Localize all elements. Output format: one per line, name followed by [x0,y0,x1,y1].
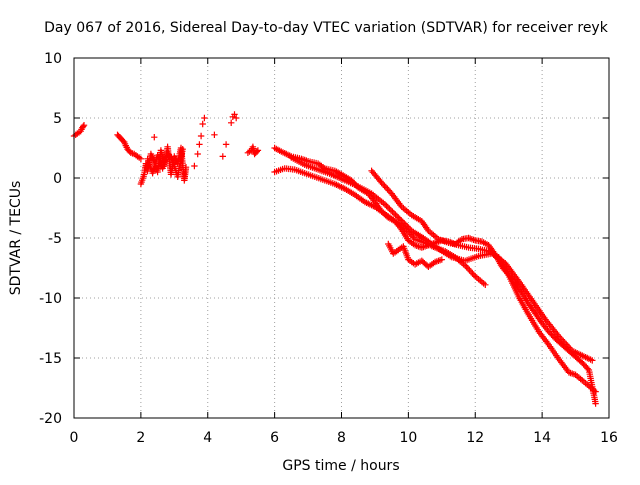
data-point [386,205,393,212]
data-point [194,150,201,158]
data-point [182,164,190,171]
data-point [396,215,403,223]
x-axis-label: GPS time / hours [282,458,399,474]
series-track-d [144,146,186,180]
data-point [381,182,388,190]
data-point [384,185,391,193]
x-tick-label: 16 [600,430,618,446]
x-tick-label: 8 [337,430,346,446]
data-point [395,214,402,221]
data-point [254,147,262,154]
data-point [381,201,389,208]
data-point [378,179,385,186]
series-track-j [368,167,599,395]
data-point [385,187,392,194]
series-track-a [70,122,88,140]
data-point [233,114,240,122]
data-point [211,131,218,138]
data-point [179,146,186,153]
data-point [80,122,88,129]
series-track-i [288,154,596,364]
data-point [197,132,205,140]
data-point [393,212,401,220]
data-point [222,141,230,148]
y-axis-label: SDTVAR / TECUs [8,181,24,296]
data-point [196,141,203,148]
data-point [390,210,398,217]
data-point [384,204,392,211]
series-track-f [244,143,262,158]
data-point [401,220,408,227]
data-point [392,211,399,218]
data-point [228,119,235,126]
y-tick-label: -20 [39,411,62,427]
series-track-b [114,131,145,162]
data-point [151,134,158,141]
x-tick-label: 2 [136,430,145,446]
data-point [589,357,596,364]
data-point [219,153,226,160]
data-point [467,268,475,275]
y-tick-label: 10 [44,51,62,67]
data-point [199,120,206,128]
data-point [402,221,409,229]
grid-layer [74,58,609,418]
data-point [137,155,145,162]
data-point [584,365,591,372]
x-tick-label: 10 [399,430,417,446]
data-point [231,111,238,118]
data-point [438,256,445,263]
series-track-g [271,144,599,407]
y-tick-label: -15 [39,351,62,367]
data-point [469,270,476,277]
data-point [592,400,599,407]
x-tick-label: 14 [533,430,551,446]
x-tick-label: 12 [466,430,484,446]
chart-title: Day 067 of 2016, Sidereal Day-to-day VTE… [44,20,609,36]
data-point [387,207,395,214]
marks-layer [70,111,599,407]
x-tick-label: 6 [270,430,279,446]
y-tick-label: -5 [48,231,62,247]
data-point [464,265,472,272]
data-point [398,217,405,224]
data-point [470,271,477,279]
data-point [80,123,87,130]
y-tick-label: -10 [39,291,62,307]
y-tick-label: 0 [53,171,62,187]
x-tick-label: 4 [203,430,212,446]
data-point [191,162,198,170]
data-point [592,388,599,395]
data-point [399,218,406,226]
data-point [389,208,396,215]
ticks-layer: 0 2 4 6 8 10 12 14 16 -20 -15 -10 -5 0 5 10 [39,51,618,446]
data-point [405,224,412,232]
data-point [482,281,489,288]
data-point [253,148,260,155]
data-point [410,234,417,241]
data-point [201,114,208,122]
data-point [383,202,390,210]
data-point [404,223,411,230]
series-sparse-e [151,111,240,170]
y-tick-label: 5 [53,111,62,127]
series-track-k [385,240,445,270]
x-tick-label: 0 [70,430,79,446]
